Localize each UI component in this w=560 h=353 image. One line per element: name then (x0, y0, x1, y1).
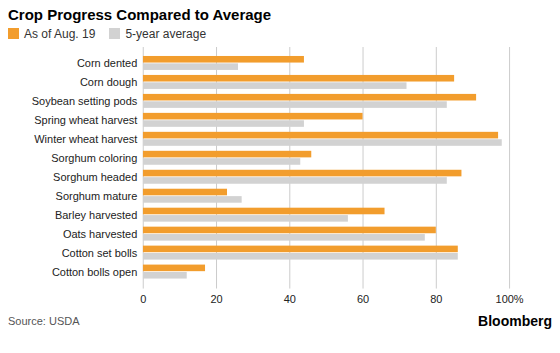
svg-text:Barley harvested: Barley harvested (55, 209, 137, 221)
svg-text:100%: 100% (496, 293, 524, 305)
svg-text:Oats harvested: Oats harvested (63, 228, 137, 240)
svg-text:Sorghum coloring: Sorghum coloring (51, 152, 137, 164)
html-text:Source: USDA: Source: USDA (8, 314, 80, 327)
svg-text:Sorghum mature: Sorghum mature (56, 190, 138, 202)
svg-text:80: 80 (430, 293, 442, 305)
svg-text:Soybean setting pods: Soybean setting pods (32, 95, 138, 107)
html-text:Crop Progress Compared to Aver: Crop Progress Compared to Average (8, 6, 272, 23)
svg-text:Spring wheat harvest: Spring wheat harvest (34, 114, 137, 126)
svg-text:Cotton bolls open: Cotton bolls open (52, 266, 137, 278)
svg-text:Sorghum headed: Sorghum headed (53, 171, 137, 183)
svg-text:20: 20 (210, 293, 222, 305)
svg-text:Winter wheat harvest: Winter wheat harvest (34, 133, 137, 145)
html-text:5-year average: 5-year average (125, 27, 207, 41)
html-text:As of Aug. 19: As of Aug. 19 (24, 27, 96, 41)
svg-text:40: 40 (284, 293, 296, 305)
svg-text:0: 0 (140, 293, 146, 305)
svg-text:Corn dough: Corn dough (80, 76, 137, 88)
svg-text:Corn dented: Corn dented (77, 57, 137, 69)
svg-text:60: 60 (357, 293, 369, 305)
html-text:Bloomberg: Bloomberg (478, 312, 552, 329)
svg-text:Cotton set bolls: Cotton set bolls (62, 247, 138, 259)
